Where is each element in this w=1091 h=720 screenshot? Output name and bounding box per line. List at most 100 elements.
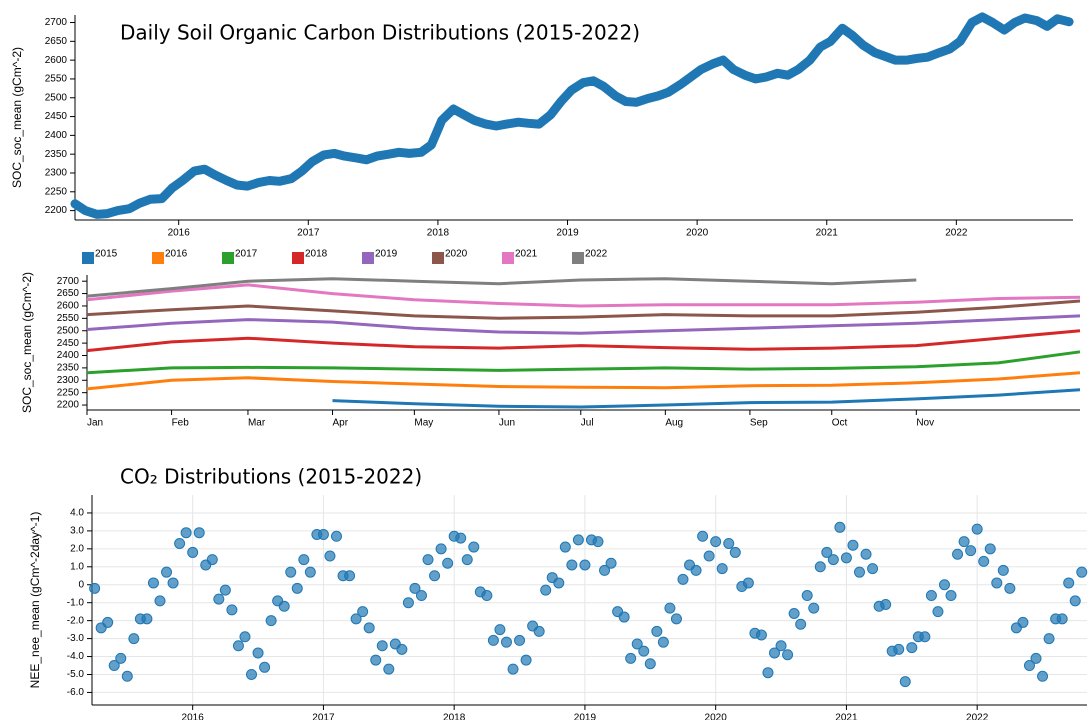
- y-tick-label: -6.0: [67, 687, 85, 698]
- scatter-point: [945, 590, 957, 602]
- y-tick-label: 2500: [57, 325, 80, 336]
- x-tick-label: Jun: [499, 418, 515, 429]
- legend-label: 2015: [95, 249, 118, 260]
- scatter-point: [259, 661, 271, 673]
- y-tick-label: 2700: [57, 276, 80, 287]
- x-tick-label: 2022: [966, 713, 989, 720]
- legend-swatch: [292, 252, 304, 264]
- scatter-point: [566, 559, 578, 571]
- scatter-point: [376, 640, 388, 652]
- series-line: [86, 314, 1081, 335]
- scatter-point: [775, 640, 787, 652]
- scatter-point: [304, 566, 316, 578]
- scatter-point: [1063, 577, 1075, 589]
- scatter-point: [919, 631, 931, 643]
- scatter-point: [1004, 582, 1016, 594]
- y-tick-label: 2200: [57, 400, 80, 411]
- scatter-point: [1037, 670, 1049, 682]
- scatter-point: [487, 634, 499, 646]
- scatter-point: [952, 548, 964, 560]
- scatter-point: [677, 573, 689, 585]
- scatter-point: [507, 663, 519, 675]
- x-tick-label: Feb: [172, 418, 190, 429]
- scatter-point: [572, 534, 584, 546]
- x-tick-label: 2018: [443, 713, 466, 720]
- x-tick-label: 2019: [574, 713, 597, 720]
- scatter-point: [697, 530, 709, 542]
- scatter-point: [102, 616, 114, 628]
- scatter-point: [121, 670, 133, 682]
- y-tick-label: 1.0: [70, 561, 84, 572]
- scatter-point: [435, 543, 447, 555]
- scatter-point: [978, 555, 990, 567]
- scatter-point: [115, 652, 127, 664]
- legend-swatch: [432, 252, 444, 264]
- scatter-point: [415, 590, 427, 602]
- scatter-point: [644, 658, 656, 670]
- scatter-point: [925, 590, 937, 602]
- y-tick-label: 2650: [45, 36, 68, 47]
- series-line: [86, 283, 1081, 308]
- scatter-point: [363, 622, 375, 634]
- series-line: [86, 329, 1081, 353]
- scatter-point: [860, 548, 872, 560]
- scatter-point: [723, 537, 735, 549]
- x-tick-label: 2021: [835, 713, 858, 720]
- scatter-point: [494, 624, 506, 636]
- scatter-point: [938, 579, 950, 591]
- y-tick-label: 2300: [57, 375, 80, 386]
- scatter-point: [154, 595, 166, 607]
- scatter-point: [991, 577, 1003, 589]
- y-axis-label: SOC_soc_mean (gCm^-2): [10, 47, 24, 188]
- y-tick-label: 2550: [57, 313, 80, 324]
- scatter-point: [997, 564, 1009, 576]
- y-tick-label: 0: [78, 579, 84, 590]
- scatter-point: [481, 590, 493, 602]
- y-tick-label: 2400: [57, 350, 80, 361]
- y-tick-label: -1.0: [67, 597, 85, 608]
- y-tick-label: 2450: [57, 338, 80, 349]
- y-tick-label: -2.0: [67, 615, 85, 626]
- legend-swatch: [152, 252, 164, 264]
- scatter-point: [370, 654, 382, 666]
- legend-label: 2020: [445, 249, 468, 260]
- y-tick-label: 2550: [45, 74, 68, 85]
- x-tick-label: 2017: [297, 228, 320, 239]
- scatter-point: [664, 602, 676, 614]
- scatter-point: [533, 625, 545, 637]
- scatter-point: [755, 629, 767, 641]
- series-line: [86, 371, 1081, 391]
- x-tick-label: 2016: [182, 713, 205, 720]
- scatter-point: [729, 546, 741, 558]
- y-tick-label: 2350: [45, 149, 68, 160]
- scatter-point: [180, 527, 192, 539]
- scatter-point: [782, 649, 794, 661]
- scatter-point: [958, 536, 970, 548]
- scatter-point: [167, 577, 179, 589]
- scatter-point: [808, 602, 820, 614]
- scatter-point: [827, 554, 839, 566]
- scatter-point: [984, 543, 996, 555]
- scatter-point: [429, 570, 441, 582]
- y-tick-label: 2200: [45, 205, 68, 216]
- y-tick-label: 2300: [45, 168, 68, 179]
- scatter-point: [657, 636, 669, 648]
- y-tick-label: 2.0: [70, 543, 84, 554]
- scatter-point: [226, 604, 238, 616]
- scatter-point: [278, 600, 290, 612]
- scatter-point: [1056, 613, 1068, 625]
- legend-label: 2022: [585, 249, 608, 260]
- scatter-point: [206, 554, 218, 566]
- scatter-point: [317, 528, 329, 540]
- scatter-point: [847, 539, 859, 551]
- y-tick-label: 3.0: [70, 526, 84, 537]
- scatter-point: [252, 647, 264, 659]
- y-tick-label: 2650: [57, 288, 80, 299]
- y-axis-label: NEE_nee_mean (gCm^-2day^-1): [28, 512, 42, 689]
- scatter-point: [89, 582, 101, 594]
- y-tick-label: 2400: [45, 130, 68, 141]
- x-tick-label: Jul: [581, 418, 594, 429]
- scatter-point: [461, 554, 473, 566]
- scatter-point: [141, 613, 153, 625]
- scatter-point: [579, 559, 591, 571]
